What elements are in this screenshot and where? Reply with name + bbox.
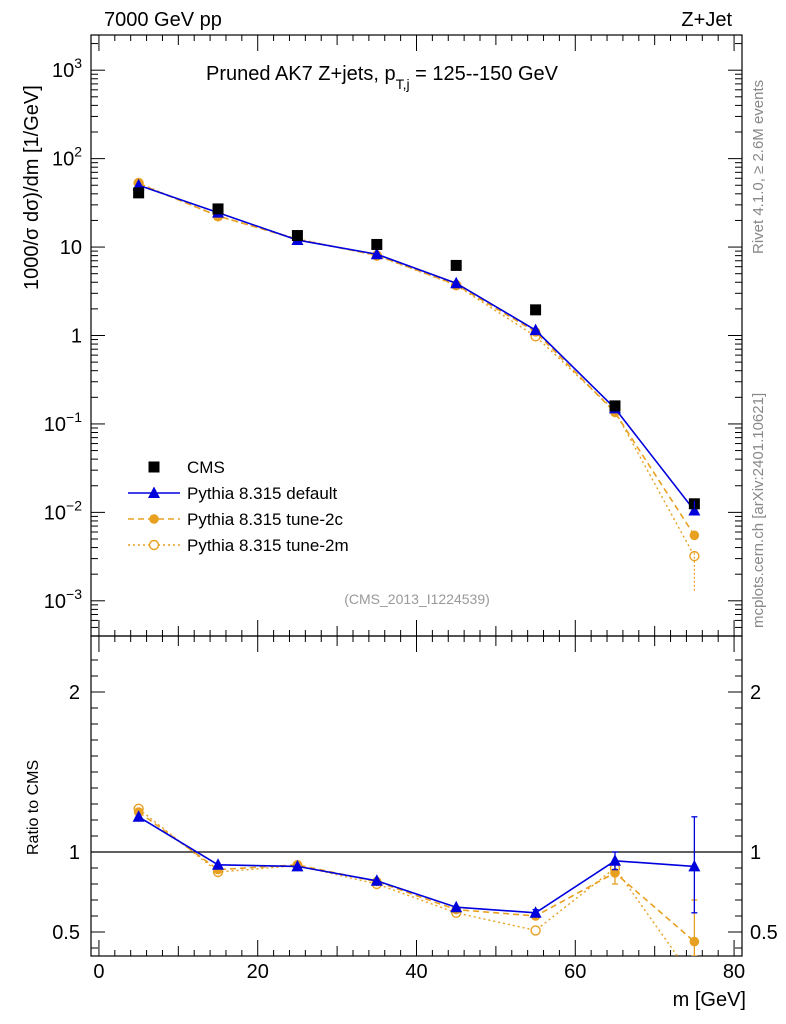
ratio-point-default bbox=[291, 859, 304, 872]
ratio-point-default bbox=[370, 874, 383, 886]
y-tick-label: 102 bbox=[52, 144, 82, 171]
ratio-y-tick-label: 0.5 bbox=[52, 922, 80, 944]
y-tick-base: 10 bbox=[44, 414, 66, 436]
y-tick-base: 10 bbox=[52, 60, 74, 82]
ratio-point-default bbox=[608, 854, 621, 866]
side-label-rivet: Rivet 4.1.0, ≥ 2.6M events bbox=[750, 80, 767, 254]
legend: CMS Pythia 8.315 default Pythia 8.315 tune… bbox=[128, 458, 349, 555]
point-cms bbox=[133, 187, 145, 199]
series-line-default bbox=[138, 184, 695, 511]
legend-marker-default bbox=[148, 486, 160, 498]
ratio-point-default bbox=[450, 900, 463, 913]
ratio-point-default bbox=[212, 858, 225, 870]
main-title-text: Pruned AK7 Z+jets, p bbox=[206, 63, 396, 85]
legend-label-tune2c: Pythia 8.315 tune-2c bbox=[187, 510, 343, 529]
y-tick-label: 10−2 bbox=[44, 497, 82, 524]
y-tick-base: 10 bbox=[44, 502, 66, 524]
ratio-y-axis-label: Ratio to CMS bbox=[25, 760, 42, 855]
point-cms bbox=[450, 259, 462, 271]
point-cms bbox=[530, 304, 542, 316]
y-tick-exponent: 3 bbox=[74, 55, 82, 71]
main-title-rest: = 125--150 GeV bbox=[410, 63, 559, 85]
ratio-point-default bbox=[529, 906, 542, 918]
main-marks bbox=[132, 177, 701, 591]
ratio-panel-frame bbox=[90, 635, 743, 957]
legend-label-default: Pythia 8.315 default bbox=[187, 484, 338, 503]
y-tick-label: 10 bbox=[60, 237, 82, 259]
legend-marker-cms bbox=[148, 461, 160, 473]
y-tick-base: 1 bbox=[71, 326, 82, 348]
ratio-line-tune2c bbox=[138, 811, 695, 943]
ratio-ticks: 0.5 0.5 1 1 2 2 bbox=[52, 659, 778, 949]
point-tune2m bbox=[689, 550, 700, 562]
x-tick-label: 0 bbox=[93, 961, 104, 983]
y-tick-label: 10−1 bbox=[44, 409, 82, 436]
y-tick-exponent: −3 bbox=[66, 586, 82, 602]
y-tick-base: 10 bbox=[52, 149, 74, 171]
side-label-mcplots: mcplots.cern.ch [arXiv:2401.10621] bbox=[750, 393, 767, 628]
ratio-y-tick-label-right: 2 bbox=[750, 682, 761, 704]
x-tick-label: 60 bbox=[564, 961, 586, 983]
point-tune2c bbox=[689, 530, 700, 541]
ratio-point-default bbox=[132, 810, 145, 822]
series-line-tune2c bbox=[138, 183, 696, 536]
ratio-y-tick-label-right: 0.5 bbox=[750, 922, 778, 944]
x-tick-label: 80 bbox=[723, 961, 745, 983]
ratio-point-tune2c bbox=[689, 936, 700, 947]
point-default bbox=[529, 323, 542, 336]
ratio-line-default bbox=[138, 816, 695, 914]
ratio-y-tick-label: 1 bbox=[69, 842, 80, 864]
x-ticks: 0 20 40 60 80 bbox=[93, 35, 745, 983]
x-axis-label: m [GeV] bbox=[673, 989, 746, 1011]
x-tick-label: 20 bbox=[247, 961, 269, 983]
y-tick-exponent: −1 bbox=[66, 409, 82, 425]
y-tick-label: 1 bbox=[71, 326, 82, 348]
legend-marker-tune2m bbox=[148, 539, 160, 551]
ratio-point-tune2c bbox=[610, 868, 620, 878]
header-left: 7000 GeV pp bbox=[104, 9, 222, 31]
y-tick-exponent: 2 bbox=[74, 144, 82, 160]
point-default bbox=[450, 276, 463, 289]
ratio-point-tune2m bbox=[530, 925, 541, 936]
y-tick-base: 10 bbox=[44, 591, 66, 613]
point-cms bbox=[212, 203, 224, 215]
y-tick-label: 10−3 bbox=[44, 586, 82, 613]
analysis-watermark: (CMS_2013_I1224539) bbox=[344, 591, 490, 607]
ratio-y-tick-label-right: 1 bbox=[750, 842, 761, 864]
legend-marker-tune2c bbox=[149, 514, 159, 524]
legend-label-tune2m: Pythia 8.315 tune-2m bbox=[187, 536, 349, 555]
point-cms bbox=[291, 230, 303, 242]
y-tick-label: 103 bbox=[52, 55, 82, 82]
y-tick-exponent: −2 bbox=[66, 497, 82, 513]
point-cms bbox=[609, 400, 621, 412]
header-right: Z+Jet bbox=[681, 9, 732, 31]
main-title-subscript: T,j bbox=[396, 76, 410, 92]
ratio-point-default bbox=[688, 859, 701, 872]
main-y-axis-label: 1000/σ dσ)/dm [1/GeV] bbox=[21, 85, 43, 290]
ratio-marks bbox=[132, 803, 701, 956]
legend-label-cms: CMS bbox=[187, 458, 225, 477]
ratio-y-tick-label: 2 bbox=[69, 682, 80, 704]
y-tick-base: 10 bbox=[60, 237, 82, 259]
point-default bbox=[370, 247, 383, 260]
x-tick-label: 40 bbox=[405, 961, 427, 983]
point-cms bbox=[371, 238, 383, 250]
main-title: Pruned AK7 Z+jets, pT,j = 125--150 GeV bbox=[206, 63, 559, 92]
